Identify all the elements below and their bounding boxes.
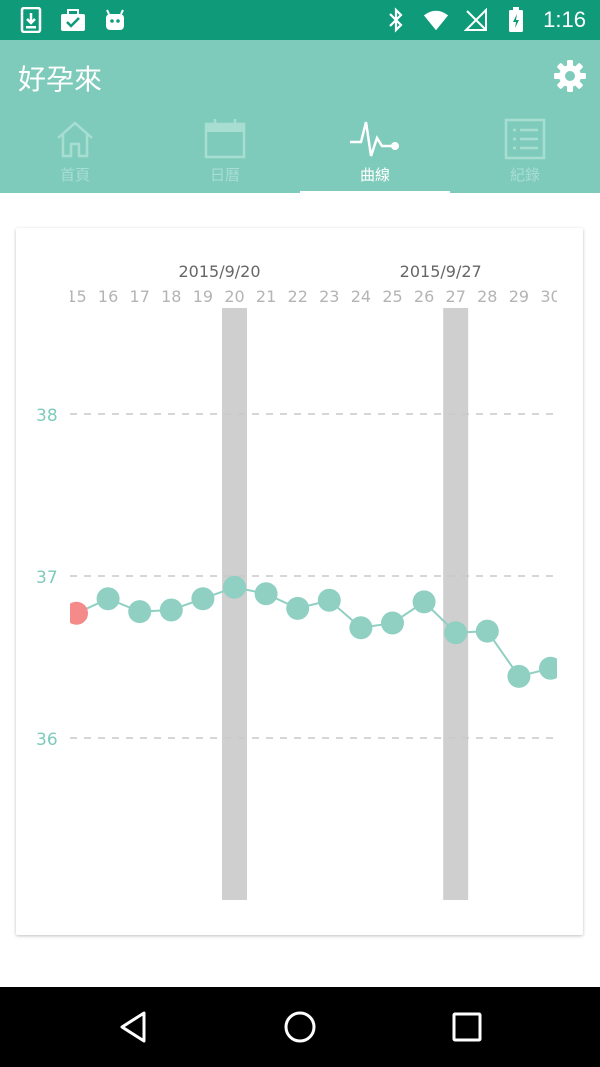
- x-tick-label-28: 28: [477, 287, 497, 306]
- highlight-band-20: [222, 308, 247, 900]
- y-tick-label-36: 36: [36, 730, 58, 750]
- data-point-17[interactable]: [128, 600, 152, 624]
- series-line: [76, 586, 551, 678]
- data-point-20[interactable]: [223, 575, 246, 599]
- data-point-23[interactable]: [317, 588, 341, 612]
- home-icon: [54, 118, 96, 160]
- settings-gear-icon[interactable]: [552, 58, 588, 94]
- data-point-16[interactable]: [96, 587, 120, 611]
- bluetooth-icon: [383, 7, 409, 33]
- tab-calendar-label: 日曆: [209, 166, 240, 184]
- x-tick-label-30: 30: [540, 287, 560, 306]
- tab-home[interactable]: 首頁: [0, 110, 150, 193]
- x-tick-label-22: 22: [288, 287, 308, 306]
- wifi-icon: [423, 7, 449, 33]
- pulse-curve-icon: [350, 118, 399, 160]
- data-point-27[interactable]: [444, 621, 468, 645]
- data-point-29[interactable]: [507, 664, 531, 688]
- x-tick-label-29: 29: [509, 287, 529, 306]
- app-bar: 好孕來 首頁: [0, 40, 600, 195]
- data-point-19[interactable]: [191, 587, 215, 611]
- list-icon: [504, 118, 546, 160]
- briefcase-check-icon: [60, 7, 86, 33]
- x-tick-label-16: 16: [98, 287, 118, 306]
- x-tick-label-20: 20: [224, 287, 244, 306]
- navigation-bar: [0, 987, 600, 1067]
- download-icon: [18, 7, 44, 33]
- x-tick-label-24: 24: [351, 287, 371, 306]
- tab-records[interactable]: 紀錄: [450, 110, 600, 193]
- x-tick-label-27: 27: [446, 287, 466, 306]
- app-title: 好孕來: [18, 63, 103, 96]
- data-point-24[interactable]: [349, 616, 373, 640]
- highlight-band-27: [443, 308, 469, 900]
- date-label-0: 2015/9/20: [178, 262, 260, 281]
- series-group: [65, 575, 562, 688]
- x-tick-label-23: 23: [319, 287, 339, 306]
- y-tick-label-38: 38: [36, 406, 58, 426]
- recents-icon[interactable]: [447, 1007, 487, 1047]
- tab-curve-label: 曲線: [359, 166, 390, 184]
- x-tick-label-26: 26: [414, 287, 434, 306]
- data-point-26[interactable]: [412, 590, 436, 614]
- calendar-icon: [204, 118, 246, 160]
- x-tick-label-18: 18: [161, 287, 181, 306]
- chart-card: 36 37 38 15 16 17 18 19 20 21 22 23 24 25 26 27 28 29 30 20…: [16, 228, 583, 935]
- tab-curve[interactable]: 曲線: [300, 110, 450, 195]
- android-icon: [102, 7, 128, 33]
- data-point-21[interactable]: [254, 582, 278, 606]
- x-tick-label-15: 15: [66, 287, 86, 306]
- tab-bar: 首頁 日曆 曲線 紀錄: [0, 110, 600, 195]
- status-bar: 1:16: [0, 0, 600, 40]
- tab-home-label: 首頁: [59, 166, 90, 184]
- x-tick-group: 15 16 17 18 19 20 21 22 23 24 25 26 27 28 29 30: [66, 287, 560, 306]
- tab-records-label: 紀錄: [509, 166, 540, 184]
- data-point-30[interactable]: [539, 656, 562, 680]
- x-tick-label-21: 21: [256, 287, 276, 306]
- data-point-25[interactable]: [381, 611, 404, 635]
- date-label-1: 2015/9/27: [400, 262, 482, 281]
- status-time: 1:16: [543, 7, 586, 32]
- battery-charging-icon: [503, 7, 529, 33]
- data-point-22[interactable]: [286, 596, 310, 620]
- x-tick-label-17: 17: [130, 287, 150, 306]
- tab-calendar[interactable]: 日曆: [150, 110, 300, 193]
- data-point-18[interactable]: [159, 598, 183, 622]
- back-icon[interactable]: [114, 1007, 154, 1047]
- x-tick-label-25: 25: [382, 287, 402, 306]
- data-point-28[interactable]: [475, 619, 499, 643]
- home-button-icon[interactable]: [280, 1007, 320, 1047]
- temperature-chart[interactable]: 36 37 38 15 16 17 18 19 20 21 22 23 24 25 26 27 28 29 30 20…: [16, 228, 583, 935]
- data-point-15[interactable]: [65, 601, 88, 625]
- x-tick-label-19: 19: [193, 287, 213, 306]
- no-signal-icon: [463, 7, 489, 33]
- y-tick-label-37: 37: [36, 568, 58, 588]
